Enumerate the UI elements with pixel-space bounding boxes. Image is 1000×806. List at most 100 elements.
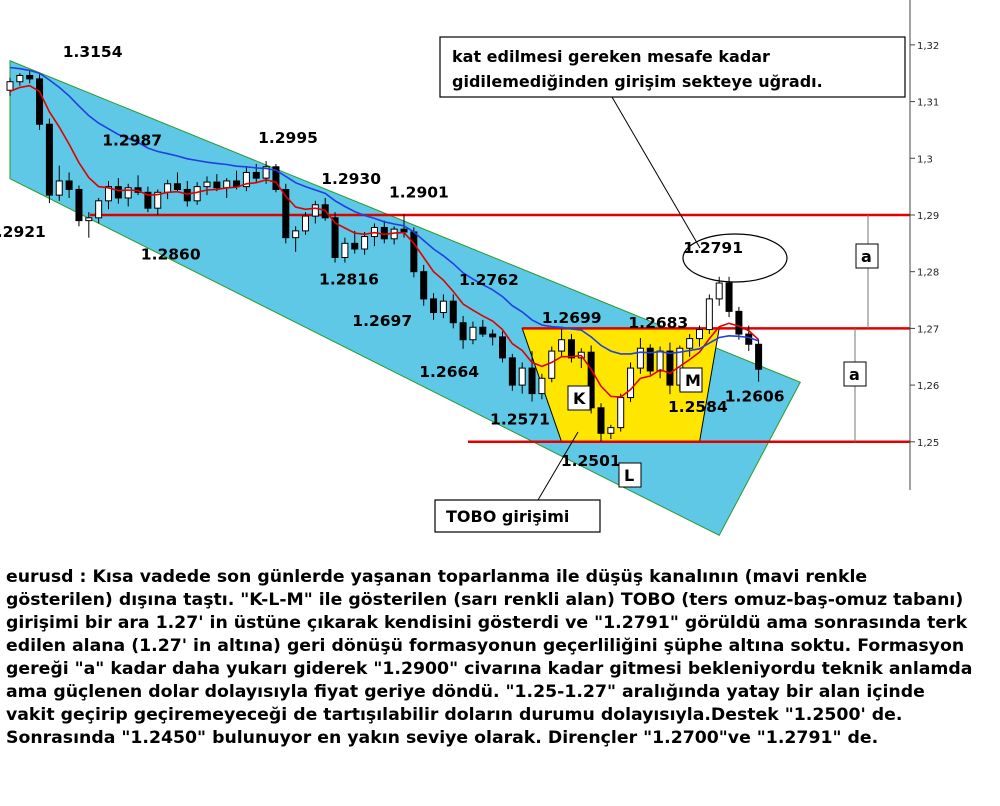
chart-area: 1,32 1,31 1,3 1,29 1,28 1,27 1,26 1,25 1.3154 1.2…	[0, 0, 939, 537]
axis-tick-label: 1,29	[917, 211, 939, 222]
pattern-label-m-box	[679, 367, 703, 393]
candle-body	[469, 326, 477, 341]
candle-5	[55, 165, 63, 201]
candle-body	[439, 300, 447, 314]
price-label-1.2584: 1.2584	[668, 398, 728, 416]
candle-body	[518, 367, 526, 386]
candle-56	[558, 328, 566, 357]
candle-33	[331, 212, 339, 263]
candle-body	[380, 226, 388, 240]
candle-63	[627, 362, 635, 403]
candle-body	[755, 343, 763, 370]
candle-30	[302, 212, 309, 235]
pattern-label-k-box	[567, 385, 591, 411]
candle-body	[597, 407, 605, 434]
candle-body	[124, 187, 132, 199]
candle-body	[173, 183, 181, 190]
candle-3	[36, 74, 44, 130]
candle-52	[518, 362, 526, 394]
price-label-1.2762: 1.2762	[459, 271, 519, 289]
candle-body	[252, 171, 260, 179]
candle-body	[292, 230, 300, 239]
candle-body	[223, 180, 231, 189]
price-label-1.3154: 1.3154	[63, 43, 123, 61]
candle-body	[725, 282, 733, 312]
axis-tick-label: 1,31	[917, 98, 939, 109]
candle-body	[548, 350, 556, 379]
callout-bottom-text: TOBO girişimi	[446, 507, 569, 526]
candle-body	[144, 191, 152, 209]
candle-body	[745, 333, 753, 345]
candle-1	[16, 73, 24, 86]
candle-28	[282, 183, 290, 244]
price-label-1.2606: 1.2606	[725, 388, 785, 406]
candle-body	[656, 350, 664, 372]
candle-4	[45, 118, 53, 204]
candle-46	[459, 315, 467, 349]
candle-body	[705, 298, 713, 331]
candle-body	[715, 282, 723, 300]
candle-60	[597, 403, 605, 442]
axis-tick-label: 1,25	[917, 438, 939, 449]
candle-67	[666, 342, 674, 395]
callout-bottom-box	[434, 499, 601, 533]
candle-body	[302, 215, 309, 232]
candle-body	[183, 188, 191, 202]
candle-64	[636, 338, 644, 374]
candle-body	[696, 329, 703, 340]
pattern-label-l-box	[618, 462, 642, 488]
candle-57	[567, 334, 575, 363]
candle-body	[430, 298, 438, 314]
price-label-1.2995: 1.2995	[258, 129, 318, 147]
candle-15	[154, 189, 162, 215]
candle-61	[607, 424, 615, 439]
candle-29	[292, 226, 300, 252]
candle-48	[479, 319, 487, 337]
candle-body	[213, 181, 221, 189]
ma-slow-line	[9, 66, 759, 355]
candle-body	[607, 427, 615, 434]
candle-body	[272, 166, 280, 190]
candle-body	[26, 74, 34, 80]
price-label-1.2699: 1.2699	[542, 309, 602, 327]
candle-body	[331, 217, 339, 259]
callout-bottom-pointer	[537, 431, 579, 501]
axis-tick-label: 1,26	[917, 381, 939, 392]
candle-76	[755, 339, 763, 382]
candle-54	[538, 373, 546, 400]
price-label-1.2921: 1.2921	[0, 223, 46, 241]
candle-73	[725, 276, 733, 318]
candle-body	[459, 322, 467, 341]
candle-24	[242, 166, 250, 192]
candle-body	[499, 336, 506, 359]
callout-top-pointer	[611, 96, 701, 249]
candle-body	[686, 338, 694, 349]
measure-label-a2-box	[843, 361, 867, 387]
price-label-1.2697: 1.2697	[352, 312, 412, 330]
candle-body	[636, 347, 644, 369]
high-1.2791-circle	[682, 233, 788, 283]
candle-6	[65, 172, 73, 198]
candle-body	[508, 357, 516, 386]
candle-body	[16, 74, 24, 83]
eurusd-chart: 1,32 1,31 1,3 1,29 1,28 1,27 1,26 1,25 1.3154 1.2…	[0, 0, 939, 537]
measure-label-a2: a	[849, 365, 860, 384]
candle-body	[420, 271, 428, 300]
axis-tick-label: 1,3	[917, 154, 933, 165]
candle-69	[686, 334, 694, 357]
candle-body	[45, 123, 53, 196]
candle-body	[105, 186, 112, 202]
candle-body	[351, 242, 359, 250]
candle-74	[735, 306, 743, 340]
candle-42	[420, 264, 428, 306]
candle-body	[558, 339, 566, 352]
price-label-1.2791: 1.2791	[683, 239, 743, 257]
candle-body	[479, 326, 487, 335]
candle-59	[587, 345, 595, 414]
candle-25	[252, 163, 260, 183]
candle-body	[567, 339, 575, 359]
axis-tick-label: 1,28	[917, 268, 939, 279]
price-label-1.2987: 1.2987	[102, 132, 162, 150]
callout-top-line-1: gidilemediğinden girişim sekteye uğradı.	[452, 72, 823, 91]
axis-tick-label: 1,27	[917, 324, 939, 335]
